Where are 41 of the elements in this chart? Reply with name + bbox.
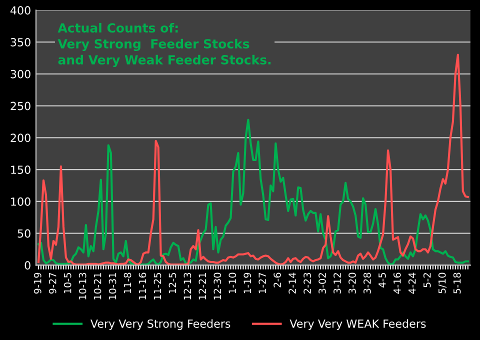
x-tick-label: 12-13 [184, 272, 192, 300]
x-tick-label: 9-19 [34, 272, 42, 294]
x-tick-label: 10-21 [94, 273, 102, 300]
x-tick-label: 5/10 [438, 272, 447, 294]
y-tick-label: 0 [24, 261, 30, 270]
x-tick-label: 2-14 [288, 272, 296, 294]
y-tick-label: 100 [11, 197, 30, 206]
y-tick-label: 400 [10, 6, 30, 15]
y-tick-label: 300 [10, 70, 30, 78]
x-tick-label: 10-5 [64, 272, 72, 294]
legend-label: Very Very Strong Feeders [90, 319, 230, 330]
x-tick-label: 12-5 [168, 272, 176, 294]
x-tick-label: 10-13 [78, 272, 86, 300]
y-tick-label: 200 [10, 134, 30, 142]
x-tick-label: 3-12 [334, 273, 341, 294]
y-tick-label: 150 [11, 166, 30, 174]
x-tick-label: 2-23 [304, 272, 311, 294]
x-tick-label: 3-20 [348, 272, 356, 294]
x-tick-label: 1-19 [244, 272, 252, 294]
x-tick-label: 12-21 [198, 273, 206, 300]
x-tick-label: 1-27 [258, 272, 266, 294]
x-tick-label: 2-6 [274, 272, 281, 288]
x-tick-label: 9-27 [48, 272, 56, 294]
x-tick-label: 11-8 [124, 272, 132, 294]
x-tick-label: 4-16 [393, 272, 401, 294]
text: Actual Counts of: Very Strong Feeder Stocks and Very Weak Feeder Stocks. [58, 22, 271, 68]
y-tick-label: 350 [10, 38, 30, 46]
x-tick-label: 5-2 [423, 273, 431, 288]
x-tick-label: 12-30 [214, 272, 222, 300]
y-tick-label: 50 [18, 229, 30, 238]
x-tick-label: 1-10 [228, 272, 236, 294]
x-tick-label: 3-02 [318, 273, 326, 294]
x-tick-label: 10-31 [108, 273, 116, 300]
x-tick-label: 4-24 [408, 272, 416, 294]
y-tick-label: 250 [10, 102, 30, 110]
x-tick-label: 4-5 [378, 272, 386, 288]
x-tick-label: 11-16 [138, 272, 146, 300]
x-tick-label: 11-25 [154, 272, 162, 300]
x-tick-label: 5-18 [453, 272, 461, 294]
x-tick-label: 3-28 [364, 272, 371, 294]
legend-label: Very Very WEAK Feeders [290, 319, 426, 330]
